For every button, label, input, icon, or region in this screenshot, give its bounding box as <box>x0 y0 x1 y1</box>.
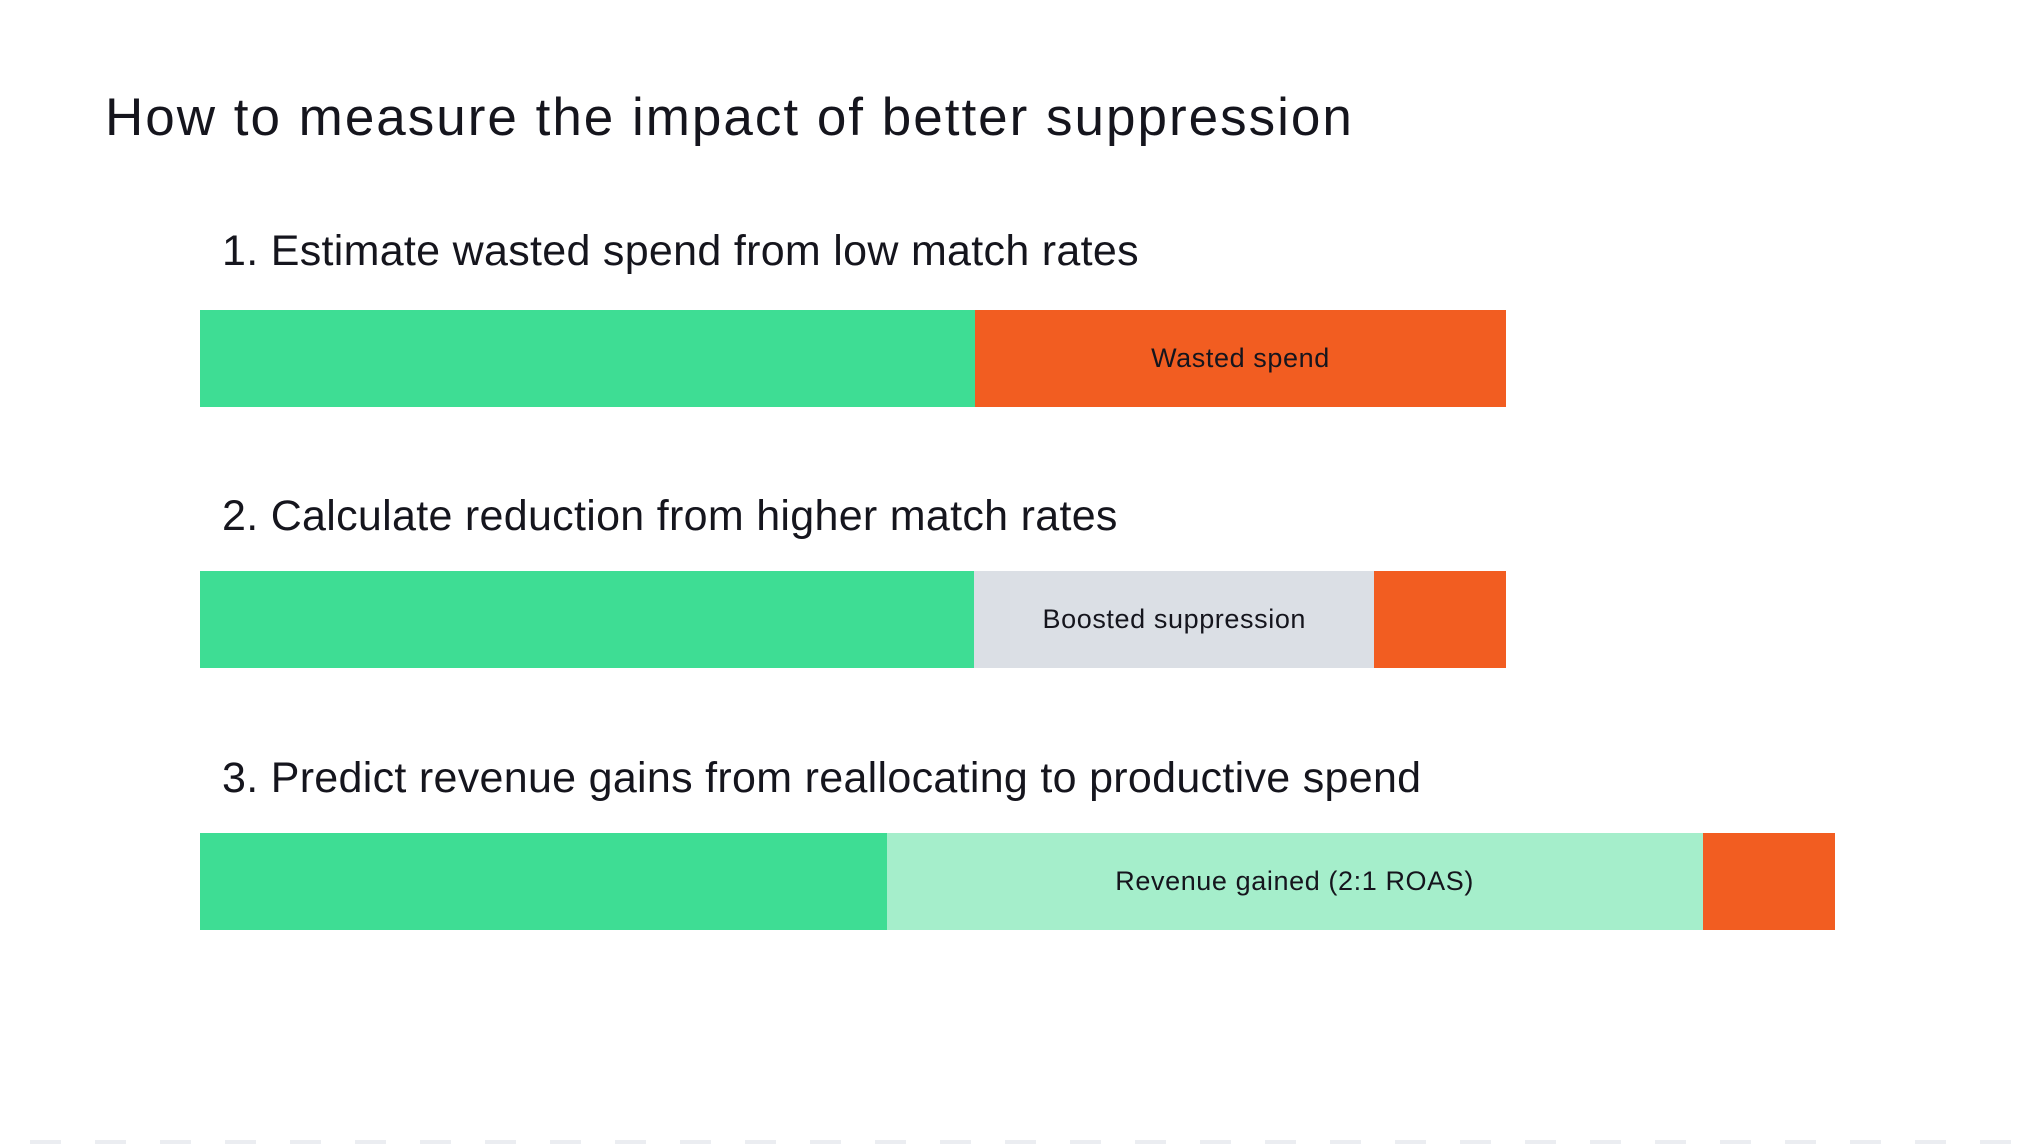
step-2-heading: 2. Calculate reduction from higher match… <box>222 492 1118 540</box>
segment-productive-spend <box>200 833 887 930</box>
step-1-bar: Wasted spend <box>200 310 1506 407</box>
segment-revenue-gained: Revenue gained (2:1 ROAS) <box>886 833 1703 930</box>
segment-wasted-spend: Wasted spend <box>974 310 1506 407</box>
page-title: How to measure the impact of better supp… <box>105 88 1354 147</box>
segment-boosted-suppression: Boosted suppression <box>974 571 1375 668</box>
wasted-spend-label: Wasted spend <box>1151 343 1330 373</box>
revenue-gained-label: Revenue gained (2:1 ROAS) <box>1115 866 1474 896</box>
step-3-heading: 3. Predict revenue gains from reallocati… <box>222 754 1422 802</box>
segment-productive-spend <box>200 310 975 407</box>
bottom-dashed-divider <box>30 1140 2028 1144</box>
step-3-bar: Revenue gained (2:1 ROAS) <box>200 833 1835 930</box>
segment-remaining-wasted-spend <box>1702 833 1835 930</box>
segment-productive-spend <box>200 571 975 668</box>
boosted-suppression-label: Boosted suppression <box>1042 604 1307 634</box>
step-2-bar: Boosted suppression <box>200 571 1506 668</box>
step-1-heading: 1. Estimate wasted spend from low match … <box>222 227 1139 275</box>
segment-remaining-wasted-spend <box>1374 571 1506 668</box>
